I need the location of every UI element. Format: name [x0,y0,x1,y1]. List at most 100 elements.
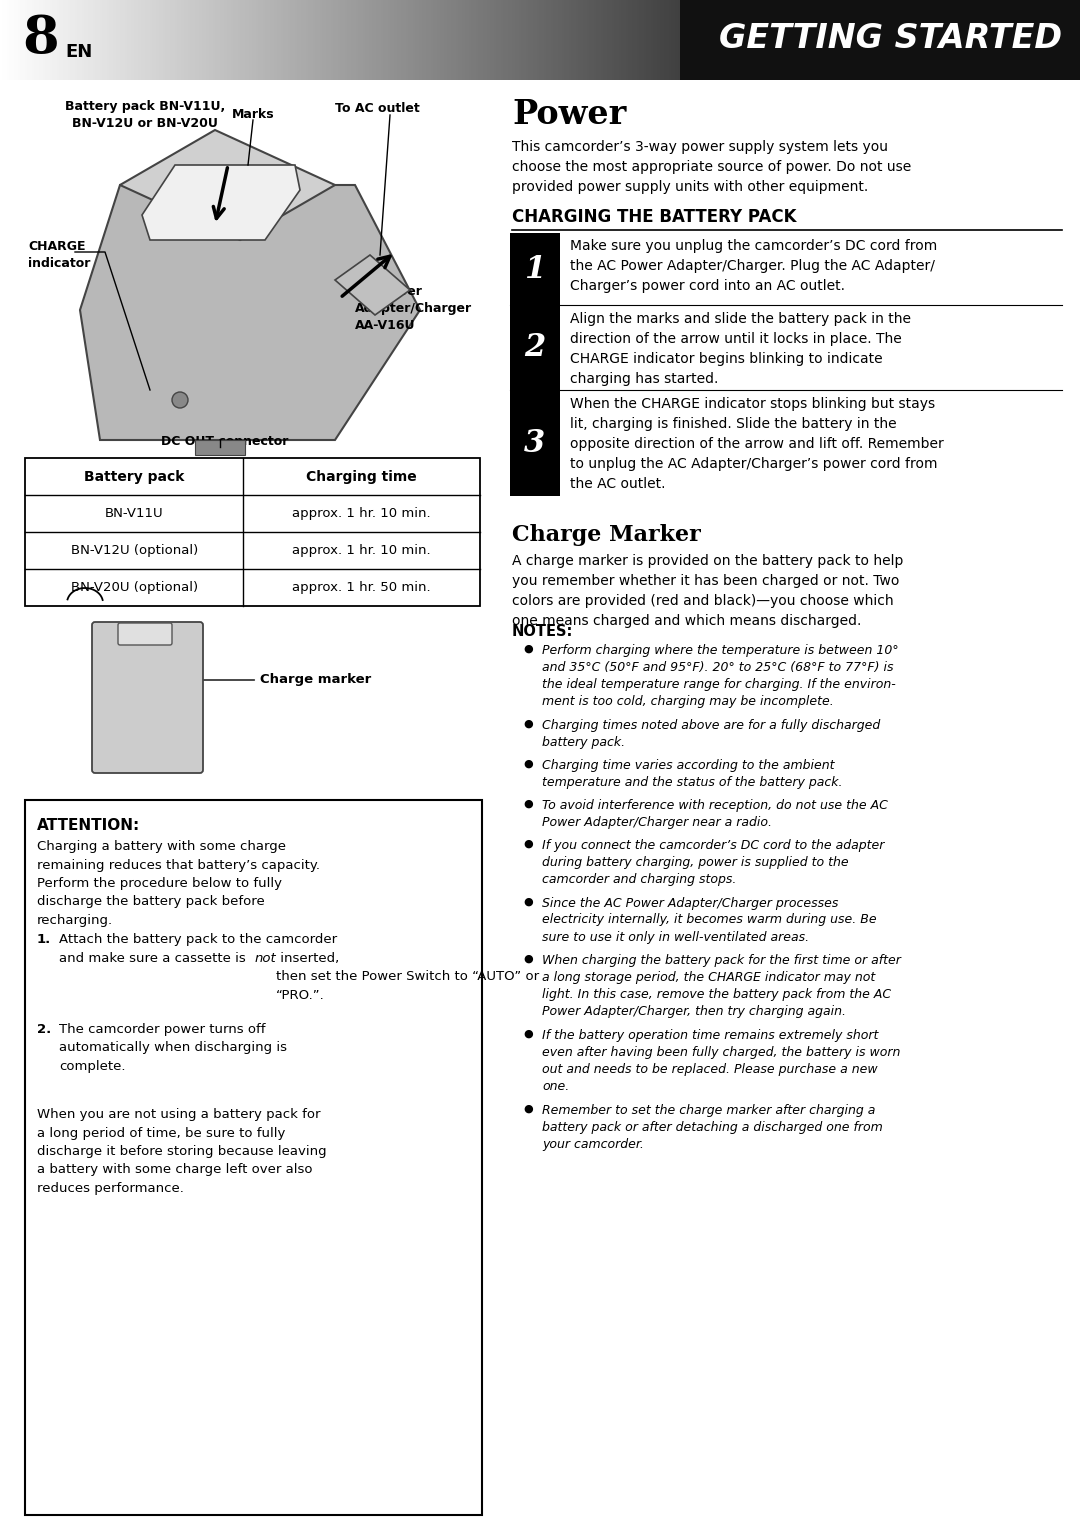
Bar [519,0,522,80]
Bar [89,0,91,80]
Bar [619,0,621,80]
Bar [204,0,206,80]
Polygon shape [141,166,300,241]
Bar [594,0,596,80]
Text: When the CHARGE indicator stops blinking but stays
lit, charging is finished. Sl: When the CHARGE indicator stops blinking… [570,397,944,491]
Bar [596,0,598,80]
Bar [582,0,584,80]
Text: Charge Marker: Charge Marker [512,524,701,546]
Bar [293,0,295,80]
FancyBboxPatch shape [118,622,172,645]
Text: ●: ● [523,1029,532,1039]
Bar [109,0,111,80]
Bar [159,0,161,80]
Bar [279,0,281,80]
Bar [179,0,181,80]
Text: ●: ● [523,644,532,655]
Bar [190,0,192,80]
Bar [675,0,678,80]
Text: To avoid interference with reception, do not use the AC
Power Adapter/Charger ne: To avoid interference with reception, do… [542,799,888,829]
Bar [630,0,633,80]
Bar [363,0,365,80]
Bar [16,0,18,80]
Bar [542,0,544,80]
Bar [510,0,512,80]
Text: inserted,
then set the Power Switch to “AUTO” or
“PRO.”.: inserted, then set the Power Switch to “… [276,952,539,1003]
Text: Power: Power [512,98,626,130]
Bar [648,0,650,80]
Bar [633,0,635,80]
Text: 3: 3 [525,428,545,458]
Bar [557,0,559,80]
Bar [508,0,510,80]
Bar [510,307,561,389]
Bar [262,0,266,80]
Bar [116,0,118,80]
Bar [274,0,276,80]
Bar [145,0,147,80]
Bar [59,0,62,80]
Bar [497,0,499,80]
Bar [252,0,254,80]
Bar [427,0,429,80]
Bar [213,0,215,80]
Bar [2,0,4,80]
Bar [118,0,120,80]
Bar [198,0,200,80]
Bar [510,233,561,305]
Bar [147,0,150,80]
Bar [404,0,406,80]
Bar [610,0,612,80]
Bar [605,0,607,80]
Bar [245,0,247,80]
Text: Make sure you unplug the camcorder’s DC cord from
the AC Power Adapter/Charger. : Make sure you unplug the camcorder’s DC … [570,239,937,293]
Bar [82,0,84,80]
Bar [467,0,469,80]
Text: If the battery operation time remains extremely short
even after having been ful: If the battery operation time remains ex… [542,1029,901,1093]
Bar [122,0,124,80]
Bar [442,0,444,80]
Bar [349,0,351,80]
Polygon shape [335,254,410,314]
Bar [639,0,642,80]
Text: approx. 1 hr. 50 min.: approx. 1 hr. 50 min. [293,581,431,593]
Bar [297,0,299,80]
Text: Remember to set the charge marker after charging a
battery pack or after detachi: Remember to set the charge marker after … [542,1104,882,1151]
Bar [334,0,336,80]
Bar [25,0,27,80]
Bar [592,0,594,80]
Bar [495,0,497,80]
Bar [111,0,113,80]
Bar [356,0,359,80]
Bar [75,0,77,80]
Bar [435,0,437,80]
Bar [64,0,66,80]
Bar [549,0,551,80]
Bar [315,0,318,80]
Bar [154,0,157,80]
Bar [130,0,132,80]
Bar [256,0,258,80]
Text: ●: ● [523,799,532,809]
Bar [188,0,190,80]
Bar [637,0,639,80]
Bar [157,0,159,80]
Bar [84,0,86,80]
Bar [336,0,338,80]
Bar [535,0,537,80]
Bar [512,0,514,80]
Bar [646,0,648,80]
Bar [143,0,145,80]
Bar [423,0,427,80]
Bar [14,0,16,80]
Bar [627,0,630,80]
Bar [113,0,116,80]
Bar [11,0,14,80]
Bar [662,0,664,80]
Bar [285,0,288,80]
Bar [45,0,48,80]
Bar [656,0,658,80]
Bar [669,0,671,80]
Bar [326,0,328,80]
Bar [562,0,565,80]
